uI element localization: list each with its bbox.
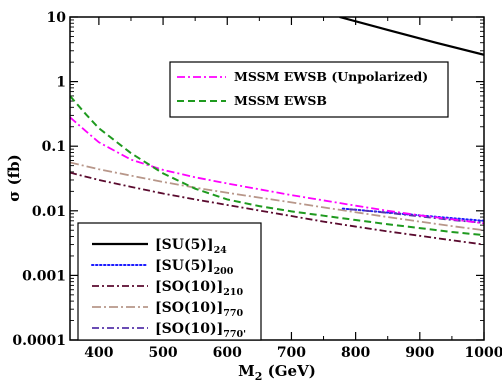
series-line-mssm bbox=[70, 95, 484, 237]
legend-upper-box bbox=[169, 61, 449, 118]
x-tick-label: 1000 bbox=[465, 345, 502, 361]
series-line-so10-210 bbox=[70, 171, 484, 246]
legend-label-so10-770-prime: [SO(10)]770' bbox=[155, 321, 246, 340]
y-tick-label: 0.0001 bbox=[12, 333, 66, 349]
x-axis-title: M2 (GeV) bbox=[238, 362, 316, 383]
y-tick-label: 0.01 bbox=[32, 204, 66, 220]
series-line-mssm-unpol bbox=[70, 116, 484, 225]
legend-label-mssm-unpolarized: MSSM EWSB (Unpolarized) bbox=[234, 69, 428, 84]
x-tick-label: 900 bbox=[405, 345, 434, 361]
legend-label-su5-24: [SU(5)]24 bbox=[155, 237, 227, 256]
legend-lower-box bbox=[77, 222, 262, 341]
series-layer bbox=[70, 17, 484, 246]
y-tick-label: 0.001 bbox=[22, 268, 66, 284]
series-line-so10-770 bbox=[70, 161, 484, 232]
x-tick-label: 500 bbox=[148, 345, 177, 361]
y-tick-label: 0.1 bbox=[42, 139, 66, 155]
legend-upper: MSSM EWSB (Unpolarized) MSSM EWSB bbox=[169, 61, 449, 118]
y-tick-label: 1 bbox=[56, 75, 66, 91]
legend-label-mssm: MSSM EWSB bbox=[234, 93, 327, 108]
x-tick-label: 700 bbox=[277, 345, 306, 361]
legend-label-su5-200: [SU(5)]200 bbox=[155, 258, 234, 277]
legend-label-so10-210: [SO(10)]210 bbox=[155, 279, 244, 298]
plot-frame bbox=[69, 16, 485, 341]
legend-lower: [SU(5)]24 [SU(5)]200 [SO(10)]210 [SO(10)… bbox=[77, 222, 262, 341]
y-axis-title: σ (fb) bbox=[5, 154, 23, 201]
x-tick-label: 600 bbox=[213, 345, 242, 361]
series-line-so10-770p bbox=[349, 208, 484, 224]
x-tick-label: 800 bbox=[341, 345, 370, 361]
legend-label-so10-770: [SO(10)]770 bbox=[155, 300, 244, 319]
y-tick-label: 10 bbox=[47, 10, 67, 26]
series-line-su5-24 bbox=[339, 17, 484, 56]
x-tick-label: 400 bbox=[84, 345, 113, 361]
